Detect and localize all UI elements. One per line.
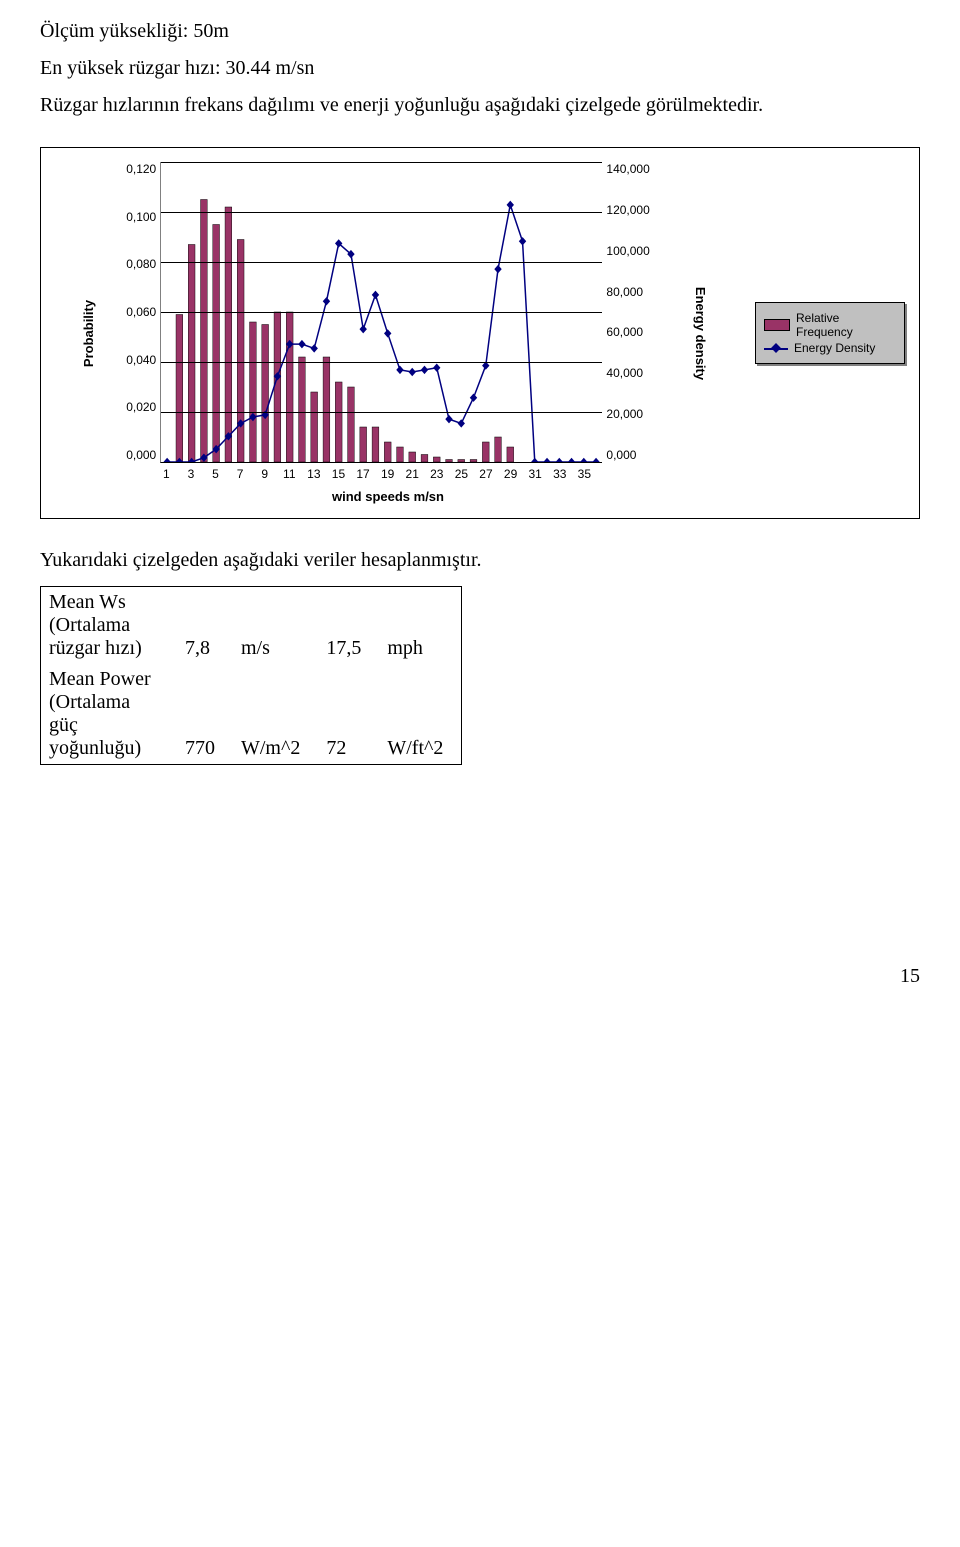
page-number: 15 (40, 965, 920, 988)
legend-item-bar: Relative Frequency (764, 311, 896, 339)
row-unit: m/s (233, 587, 318, 665)
row-unit: mph (379, 587, 462, 665)
y-axis-left-ticks: 0,1200,1000,0800,0600,0400,0200,000 (122, 162, 160, 462)
line-swatch-icon (764, 342, 788, 354)
measurement-height: Ölçüm yüksekliği: 50m (40, 20, 920, 43)
legend-bar-label: Relative Frequency (796, 311, 896, 339)
max-wind-speed: En yüksek rüzgar hızı: 30.44 m/sn (40, 57, 920, 80)
row-value: 7,8 (177, 587, 233, 665)
legend-line-label: Energy Density (794, 341, 875, 355)
y-axis-right-ticks: 140,000120,000100,00080,00060,00040,0002… (602, 162, 653, 462)
row-value: 770 (177, 664, 233, 765)
distribution-intro: Rüzgar hızlarının frekans dağılımı ve en… (40, 94, 920, 117)
legend-item-line: Energy Density (764, 341, 896, 355)
chart-legend: Relative Frequency Energy Density (755, 302, 905, 364)
table-row: Mean Power (Ortalama güç yoğunluğu) 770 … (41, 664, 462, 765)
y-axis-left-label: Probability (55, 162, 122, 504)
table-intro: Yukarıdaki çizelgeden aşağıdaki veriler … (40, 549, 920, 572)
computed-values-table: Mean Ws (Ortalama rüzgar hızı) 7,8 m/s 1… (40, 586, 462, 765)
bar-swatch-icon (764, 319, 790, 331)
row-unit: W/m^2 (233, 664, 318, 765)
row-value: 72 (318, 664, 379, 765)
row-label: Mean Ws (Ortalama rüzgar hızı) (41, 587, 178, 665)
wind-chart: Probability 0,1200,1000,0800,0600,0400,0… (40, 147, 920, 519)
row-label: Mean Power (Ortalama güç yoğunluğu) (41, 664, 178, 765)
plot-area (160, 162, 602, 463)
row-value: 17,5 (318, 587, 379, 665)
row-unit: W/ft^2 (379, 664, 462, 765)
x-axis-label: wind speeds m/sn (122, 489, 654, 504)
table-row: Mean Ws (Ortalama rüzgar hızı) 7,8 m/s 1… (41, 587, 462, 665)
x-axis-ticks: 1357911131517192123252729313335 (160, 467, 603, 483)
y-axis-right-label: Energy density (654, 162, 747, 504)
